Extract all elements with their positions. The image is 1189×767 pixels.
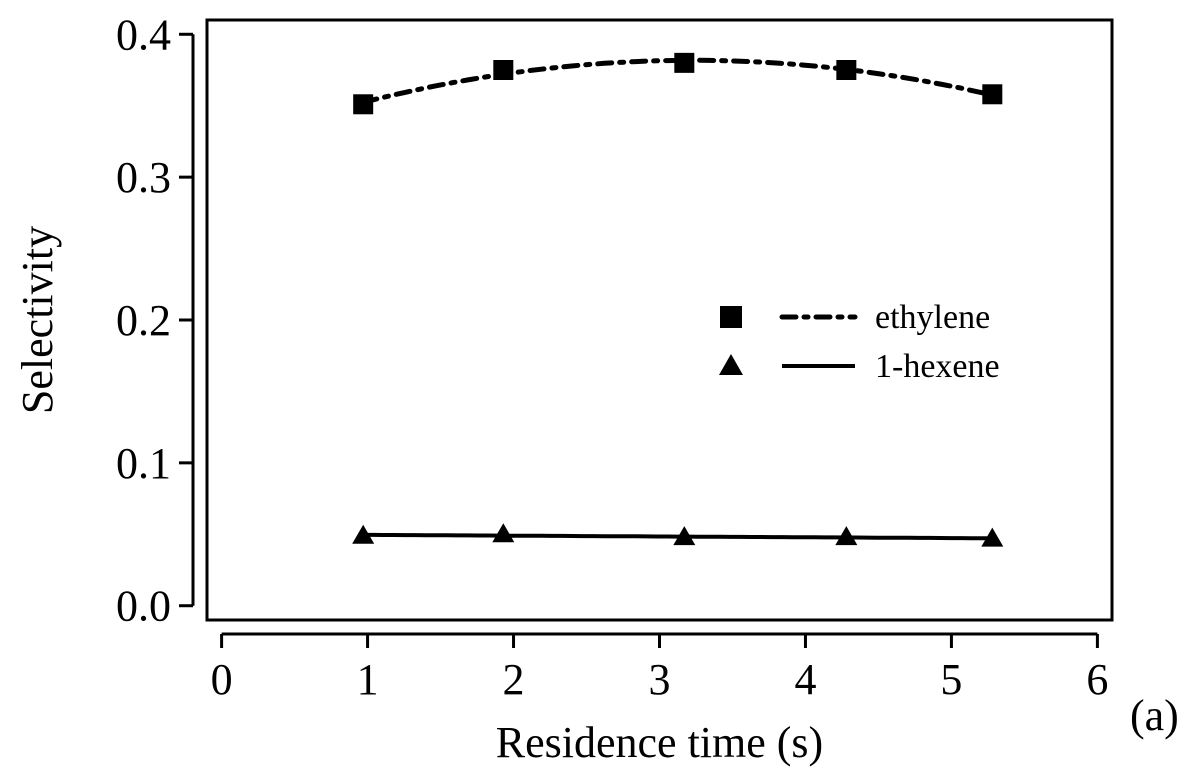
- data-point-ethylene: [836, 60, 857, 80]
- panel-label: (a): [1130, 691, 1179, 740]
- y-axis-title: Selectivity: [13, 226, 62, 414]
- x-tick-label: 3: [649, 655, 671, 704]
- legend-marker-ethylene: [720, 306, 742, 328]
- x-tick-label: 4: [794, 655, 816, 704]
- data-point-1-hexene: [492, 523, 515, 543]
- plot-frame: [205, 18, 1114, 622]
- data-point-1-hexene: [673, 526, 696, 546]
- series-markers: [352, 52, 1004, 547]
- x-axis-title: Residence time (s): [496, 718, 823, 767]
- series-line-1-hexene: [363, 532, 993, 541]
- legend: ethylene 1-hexene: [719, 299, 1000, 385]
- x-tick-label: 6: [1086, 655, 1108, 704]
- y-tick-label: 0.4: [116, 10, 171, 59]
- data-point-ethylene: [982, 84, 1003, 105]
- y-tick-label: 0.2: [116, 296, 171, 345]
- x-tick-label: 0: [211, 655, 233, 704]
- y-tick-label: 0.1: [116, 439, 171, 488]
- axes: 0 1 2 3 4 5 6 0.0 0.1 0.2 0.3 0.4: [116, 10, 1108, 704]
- data-point-1-hexene: [835, 526, 858, 546]
- data-point-1-hexene: [352, 524, 375, 544]
- data-point-1-hexene: [981, 527, 1004, 547]
- data-point-ethylene: [353, 94, 374, 115]
- data-point-ethylene: [493, 60, 514, 80]
- legend-marker-1-hexene: [719, 354, 743, 375]
- y-tick-label: 0.0: [116, 582, 171, 631]
- y-tick-label: 0.3: [116, 153, 171, 202]
- legend-label-ethylene: ethylene: [875, 299, 990, 336]
- x-tick-label: 2: [503, 655, 525, 704]
- data-point-ethylene: [674, 52, 695, 73]
- x-tick-label: 5: [940, 655, 962, 704]
- x-tick-label: 1: [357, 655, 379, 704]
- legend-label-1-hexene: 1-hexene: [875, 348, 1000, 385]
